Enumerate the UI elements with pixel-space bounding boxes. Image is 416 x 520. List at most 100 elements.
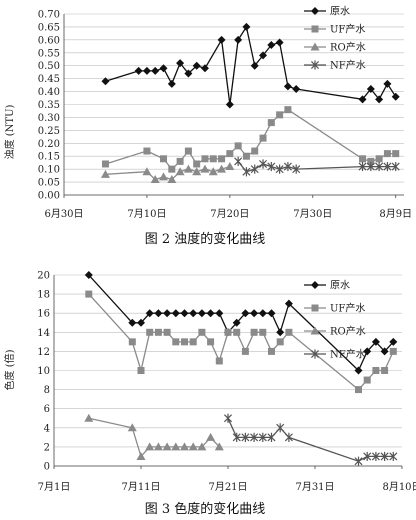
color-y-axis-label: 色度 (倍) (3, 349, 16, 390)
series-line (105, 108, 396, 171)
x-tick-label: 7月10日 (127, 208, 166, 220)
data-point (363, 451, 372, 462)
data-point (267, 119, 275, 127)
legend-marker (310, 60, 320, 70)
data-point (267, 309, 276, 318)
data-point (284, 299, 293, 308)
data-point (250, 61, 259, 70)
color-chart: 色度 (倍) 0 2 4 6 8 10 12 14 16 18 20 7月1日 7月11日 7月21日 7月… (3, 271, 416, 518)
data-point (259, 51, 268, 60)
y-tick-label: 18 (37, 290, 50, 301)
data-point (128, 318, 137, 327)
data-point (224, 328, 232, 336)
y-tick-label: 12 (37, 347, 50, 358)
x-tick-label: 6月30日 (44, 208, 83, 220)
y-tick-label: 0.30 (38, 113, 60, 124)
y-tick-label: 4 (44, 423, 50, 434)
data-point (145, 442, 155, 451)
legend-label: NF产水 (330, 59, 366, 72)
data-point (223, 413, 233, 423)
y-tick-label: 0.35 (38, 100, 60, 111)
data-point (233, 328, 241, 336)
data-point (189, 309, 198, 318)
data-point (176, 157, 184, 165)
data-point (371, 337, 380, 346)
data-point (100, 169, 110, 178)
data-point (375, 155, 383, 163)
data-point (358, 161, 367, 172)
data-point (206, 432, 216, 441)
data-point (176, 59, 185, 68)
data-point (188, 442, 198, 451)
data-point (214, 442, 224, 451)
data-point (127, 423, 137, 432)
data-point (258, 159, 268, 169)
data-point (283, 82, 292, 91)
data-point (193, 160, 201, 168)
data-point (180, 442, 189, 451)
data-point (192, 61, 201, 70)
x-tick-label: 7月1日 (38, 481, 71, 493)
data-point (251, 147, 259, 155)
data-point (142, 167, 152, 176)
data-point (226, 150, 234, 158)
data-point (180, 309, 189, 318)
data-point (258, 309, 267, 318)
data-point (162, 442, 172, 451)
data-point (276, 338, 284, 346)
data-point (183, 164, 193, 173)
data-point (292, 164, 301, 174)
data-point (241, 432, 250, 442)
data-point (284, 432, 293, 442)
y-tick-label: 0.50 (38, 61, 60, 72)
y-tick-label: 0.65 (38, 22, 60, 33)
data-point (184, 147, 192, 155)
data-point (134, 66, 143, 75)
legend-marker (311, 281, 319, 289)
data-point (85, 290, 93, 298)
y-tick-label: 14 (37, 328, 50, 339)
y-tick-label: 8 (44, 385, 50, 396)
legend-label: 原水 (330, 280, 350, 292)
data-point (101, 77, 110, 86)
turbidity-chart: 浊度 (NTU) 0.00 0.05 0.10 0.15 0.20 0.25 0.30 0.3… (3, 6, 412, 248)
y-tick-label: 0.55 (38, 48, 60, 59)
data-point (380, 451, 389, 462)
data-point (171, 442, 181, 451)
data-point (181, 338, 188, 346)
data-point (217, 164, 227, 173)
data-point (200, 64, 209, 73)
data-point (218, 155, 226, 163)
data-point (208, 167, 218, 176)
turbidity-figure-caption: 图 2 浊度的变化曲线 (145, 231, 266, 247)
data-point (232, 432, 241, 442)
data-point (163, 309, 172, 318)
data-point (267, 161, 276, 172)
data-point (160, 155, 168, 163)
data-point (143, 147, 151, 155)
data-point (175, 167, 185, 176)
y-tick-label: 0.10 (38, 165, 60, 176)
y-tick-label: 0.25 (38, 126, 60, 137)
data-point (392, 150, 400, 158)
data-point (380, 347, 389, 356)
data-point (258, 432, 267, 442)
data-point (200, 164, 210, 173)
data-point (292, 84, 301, 93)
data-point (207, 338, 215, 346)
y-tick-label: 16 (37, 309, 50, 320)
data-point (163, 328, 171, 336)
turbidity-y-axis-label: 浊度 (NTU) (3, 104, 16, 159)
data-point (367, 157, 375, 165)
data-point (250, 432, 259, 442)
data-point (225, 100, 234, 109)
legend-label: 原水 (330, 6, 350, 18)
x-tick-label: 7月30日 (293, 208, 332, 220)
data-point (197, 442, 207, 451)
color-figure-caption: 图 3 色度的变化曲线 (145, 501, 266, 517)
data-point (209, 155, 217, 163)
data-point (276, 328, 285, 337)
data-point (383, 161, 392, 172)
data-point (242, 22, 251, 31)
data-point (171, 309, 180, 318)
